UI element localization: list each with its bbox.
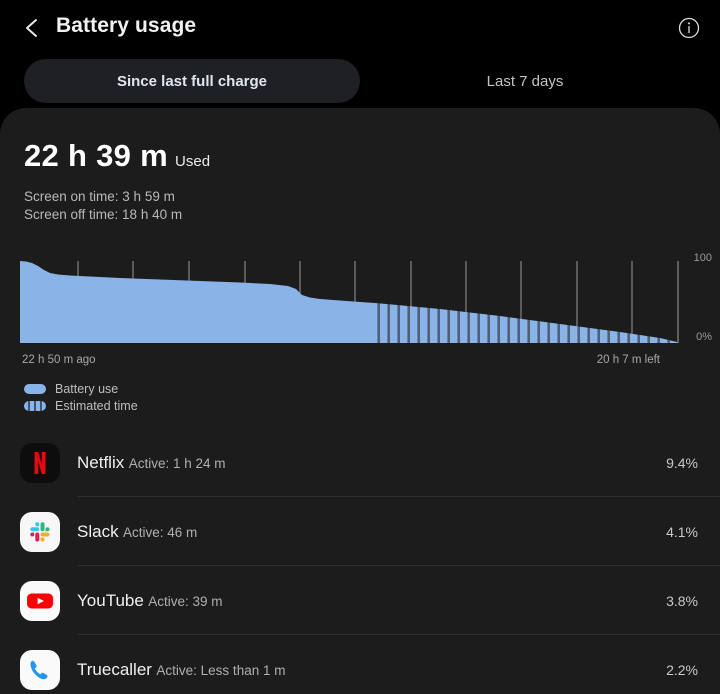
app-battery-percent: 4.1% (666, 523, 698, 540)
app-info: Slack Active: 46 m (77, 521, 666, 543)
chart-legend: Battery use Estimated time (24, 380, 138, 414)
chart-x-end-label: 20 h 7 m left (596, 354, 660, 366)
app-battery-percent: 3.8% (666, 592, 698, 609)
chart-axis-max-label: 100 (693, 252, 712, 264)
chart-x-start-label: 22 h 50 m ago (22, 354, 96, 366)
page-title: Battery usage (56, 14, 197, 37)
app-active-time: Active: Less than 1 m (156, 662, 286, 678)
screen-times: Screen on time: 3 h 59 m Screen off time… (24, 188, 210, 224)
app-active-time: Active: 1 h 24 m (128, 455, 226, 471)
used-line: 22 h 39 m Used (24, 138, 210, 174)
info-button[interactable] (674, 13, 704, 43)
tab-label: Since last full charge (116, 72, 268, 90)
legend-swatch-striped-icon (24, 400, 46, 411)
legend-label: Estimated time (55, 398, 138, 413)
app-name: Netflix (77, 452, 125, 472)
list-item[interactable]: Slack Active: 46 m 4.1% (0, 497, 720, 566)
legend-label: Battery use (55, 381, 119, 396)
battery-chart-svg (20, 261, 679, 343)
estimated-time-area (375, 303, 678, 343)
tab-bar: Since last full charge Last 7 days (0, 56, 720, 108)
list-divider (77, 496, 720, 497)
battery-use-area (20, 261, 375, 343)
total-used-label: Used (175, 153, 211, 170)
tab-last-7-days[interactable]: Last 7 days (380, 59, 670, 103)
list-item[interactable]: Netflix Active: 1 h 24 m 9.4% (0, 428, 720, 497)
list-divider (77, 634, 720, 635)
truecaller-icon (20, 649, 60, 690)
info-circle-icon (678, 17, 700, 39)
usage-summary: 22 h 39 m Used Screen on time: 3 h 59 m … (24, 138, 210, 224)
chart-axis-min-label: 0% (696, 331, 712, 343)
app-bar: Battery usage (0, 0, 720, 56)
app-name: Slack (77, 521, 119, 541)
content-card: 22 h 39 m Used Screen on time: 3 h 59 m … (0, 108, 720, 694)
list-item[interactable]: Truecaller Active: Less than 1 m 2.2% (0, 635, 720, 694)
app-name: YouTube (77, 590, 144, 610)
legend-swatch-solid-icon (24, 383, 46, 394)
legend-item-battery-use: Battery use (24, 380, 138, 397)
netflix-icon (20, 442, 60, 483)
app-usage-list: Netflix Active: 1 h 24 m 9.4% (0, 428, 720, 694)
list-item[interactable]: YouTube Active: 39 m 3.8% (0, 566, 720, 635)
tab-label: Last 7 days (486, 72, 564, 90)
app-active-time: Active: 46 m (123, 524, 198, 540)
app-name: Truecaller (77, 659, 152, 679)
tab-since-last-full-charge[interactable]: Since last full charge (24, 59, 360, 103)
chevron-left-icon (26, 19, 37, 37)
youtube-icon (20, 580, 60, 621)
app-info: Truecaller Active: Less than 1 m (77, 659, 666, 681)
list-divider (77, 565, 720, 566)
legend-item-estimated-time: Estimated time (24, 397, 138, 414)
screen-off-time: Screen off time: 18 h 40 m (24, 207, 183, 222)
app-active-time: Active: 39 m (148, 593, 223, 609)
total-used-value: 22 h 39 m (24, 138, 169, 173)
app-battery-percent: 9.4% (666, 454, 698, 471)
slack-icon (20, 511, 60, 552)
screen-on-time: Screen on time: 3 h 59 m (24, 189, 175, 204)
app-battery-percent: 2.2% (666, 661, 698, 678)
app-info: Netflix Active: 1 h 24 m (77, 452, 666, 474)
app-info: YouTube Active: 39 m (77, 590, 666, 612)
battery-chart: 100 0% 22 h 50 m ago 20 h 7 m left (0, 248, 720, 378)
back-button[interactable] (16, 12, 48, 44)
